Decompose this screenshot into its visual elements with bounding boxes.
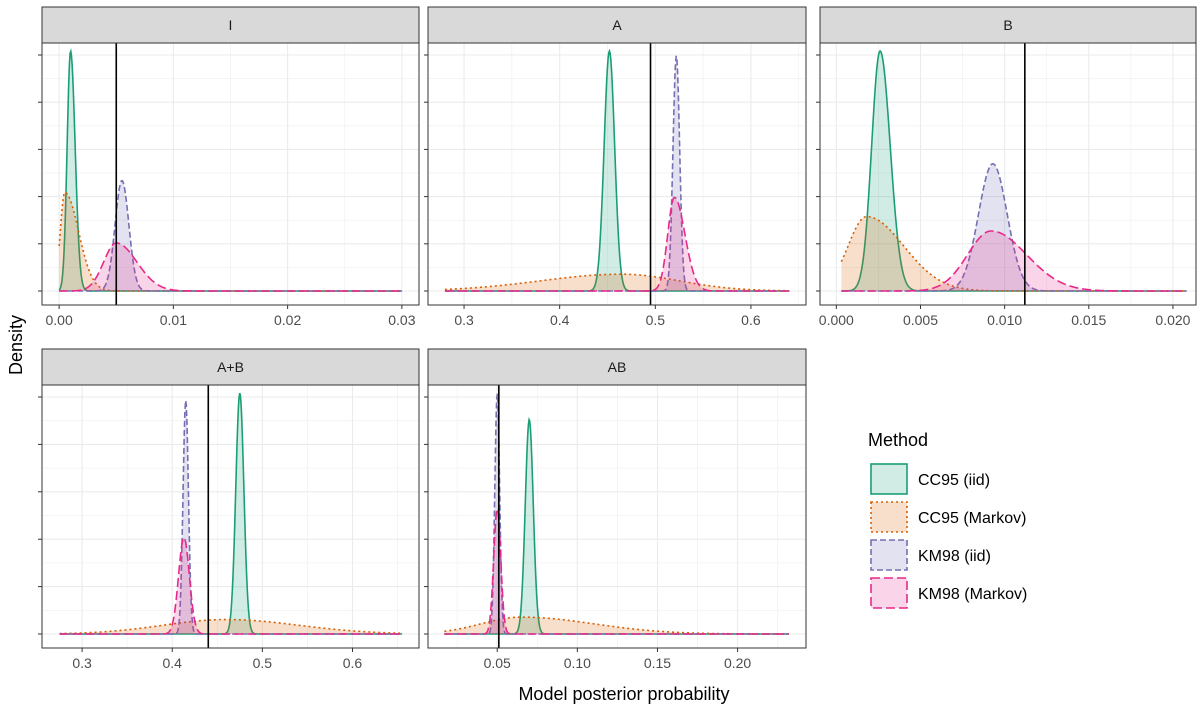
facet-title: I: [229, 17, 233, 33]
legend-label: KM98 (iid): [918, 548, 991, 565]
facet-title: AB: [608, 359, 627, 375]
x-tick-label: 0.020: [1155, 312, 1190, 328]
x-tick-label: 0.05: [484, 655, 511, 671]
facet-panel-3: B 0.000 0.005 0.010 0.015 0.020: [816, 6, 1197, 328]
density-line: [59, 618, 403, 635]
density-area: [841, 231, 1187, 291]
facet-strip: [819, 6, 1197, 44]
density-area: [59, 243, 402, 291]
panel-background: [428, 43, 806, 305]
x-tick-label: 0.015: [1071, 312, 1106, 328]
facet-panel-4: A+B 0.3 0.4 0.5 0.6: [38, 348, 420, 671]
legend: Method CC95 (iid) CC95 (Markov) KM98 (iid) K…: [868, 430, 1027, 609]
x-tick-label: 0.00: [46, 312, 73, 328]
legend-title: Method: [868, 430, 928, 450]
facet-strip: [427, 348, 807, 386]
density-area: [444, 419, 789, 634]
panel-border: [41, 42, 420, 306]
x-tick-label: 0.6: [343, 655, 363, 671]
density-area: [841, 216, 1187, 291]
x-axis-title: Model posterior probability: [518, 684, 729, 704]
x-tick-label: 0.5: [646, 312, 666, 328]
x-tick-label: 0.6: [741, 312, 761, 328]
x-tick-label: 0.4: [550, 312, 570, 328]
facet-panel-2: A 0.3 0.4 0.5 0.6: [424, 6, 807, 328]
y-axis-title: Density: [6, 315, 26, 375]
legend-swatch: [870, 463, 908, 495]
panel-background: [820, 43, 1196, 305]
x-tick-label: 0.010: [987, 312, 1022, 328]
x-tick-label: 0.10: [564, 655, 591, 671]
density-area: [59, 619, 403, 634]
legend-key: KM98 (iid): [870, 539, 991, 571]
legend-key: KM98 (Markov): [870, 577, 1027, 609]
facet-strip: [41, 6, 420, 44]
density-area: [841, 163, 1187, 291]
panel-background: [42, 385, 419, 648]
panel-border: [41, 384, 420, 649]
density-line: [444, 196, 790, 292]
panel-background: [428, 385, 806, 648]
density-area: [59, 180, 402, 291]
facet-title: A+B: [217, 359, 244, 375]
legend-key: CC95 (Markov): [870, 501, 1026, 533]
legend-swatch: [870, 501, 908, 533]
x-tick-label: 0.3: [454, 312, 474, 328]
facet-title: A: [612, 17, 622, 33]
density-area: [444, 51, 790, 291]
x-tick-label: 0.005: [903, 312, 938, 328]
facet-panel-5: AB 0.05 0.10 0.15 0.20: [424, 348, 807, 671]
facet-panel-1: I 0.00 0.01 0.02 0.03: [38, 6, 420, 328]
density-area: [444, 617, 789, 634]
facet-title: B: [1003, 17, 1012, 33]
panel-border: [427, 42, 807, 306]
density-line: [841, 230, 1187, 292]
x-tick-label: 0.02: [274, 312, 301, 328]
density-area: [59, 192, 402, 291]
x-tick-label: 0.03: [388, 312, 415, 328]
legend-label: KM98 (Markov): [918, 586, 1027, 603]
x-tick-label: 0.4: [162, 655, 182, 671]
legend-label: CC95 (iid): [918, 472, 990, 489]
x-tick-label: 0.000: [819, 312, 854, 328]
legend-swatch: [870, 539, 908, 571]
x-tick-label: 0.15: [644, 655, 671, 671]
legend-key: CC95 (iid): [870, 463, 990, 495]
x-tick-label: 0.3: [72, 655, 92, 671]
density-area: [841, 51, 1187, 292]
density-line: [444, 506, 789, 635]
legend-swatch: [870, 577, 908, 609]
x-tick-label: 0.01: [160, 312, 187, 328]
x-tick-label: 0.20: [724, 655, 751, 671]
facet-strip: [41, 348, 420, 386]
x-tick-label: 0.5: [253, 655, 273, 671]
density-area: [444, 274, 790, 291]
panel-border: [427, 384, 807, 649]
panel-border: [819, 42, 1197, 306]
legend-label: CC95 (Markov): [918, 510, 1026, 527]
density-line: [59, 536, 403, 635]
